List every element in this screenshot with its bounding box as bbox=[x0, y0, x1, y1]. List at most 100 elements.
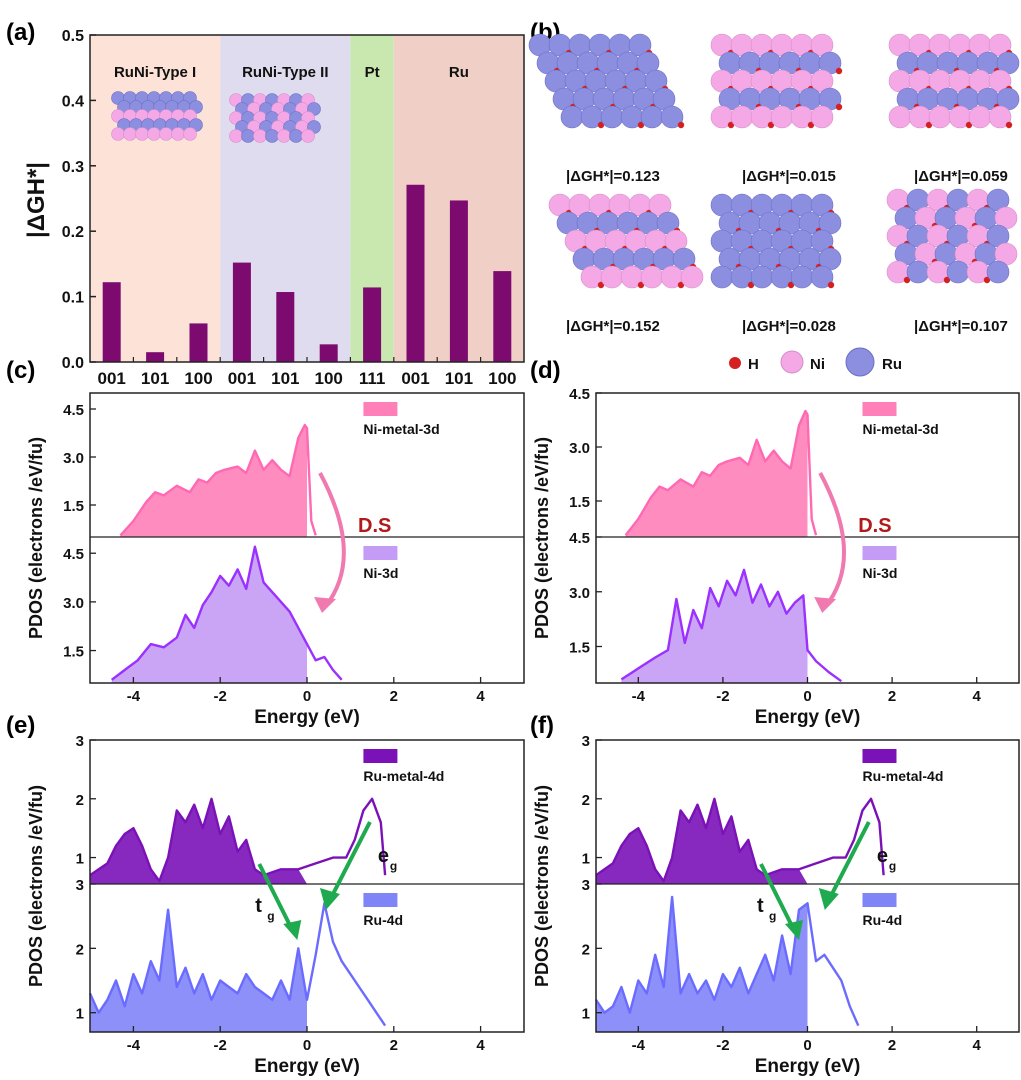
bottom-line bbox=[620, 568, 843, 683]
x-tick-label: 4 bbox=[973, 1037, 982, 1054]
x-tick-label: -4 bbox=[127, 1037, 141, 1054]
group-label: Pt bbox=[365, 64, 380, 81]
y-tick-label: 4.5 bbox=[63, 402, 84, 419]
adsorption-energy-label: |ΔGH*|=0.123 bbox=[566, 168, 660, 185]
transfer-arrow bbox=[318, 472, 346, 609]
ru-atom bbox=[660, 105, 684, 129]
legend-label: Ni-metal-3d bbox=[363, 421, 439, 437]
bar bbox=[146, 352, 165, 362]
ni-atom bbox=[159, 127, 173, 141]
tg-label: t bbox=[757, 895, 764, 917]
tg-arrow bbox=[257, 863, 296, 933]
top-subplot: 1 2 3 bbox=[582, 733, 885, 884]
x-axis-label: Energy (eV) bbox=[254, 707, 360, 728]
surface-slab bbox=[710, 33, 843, 129]
bottom-subplot: 1 2 3 bbox=[76, 877, 387, 1032]
x-axis-label: Energy (eV) bbox=[755, 707, 861, 728]
ru-atom bbox=[241, 129, 255, 143]
y-tick-label: 1.5 bbox=[569, 494, 590, 511]
x-tick-label: 2 bbox=[390, 688, 398, 705]
x-axis-label: Energy (eV) bbox=[254, 1056, 360, 1077]
h-atom bbox=[943, 276, 951, 284]
top-line bbox=[624, 409, 818, 536]
legend-label: Ru-metal-4d bbox=[363, 768, 444, 784]
y-tick-label: 1 bbox=[76, 1006, 84, 1023]
ru-atom bbox=[289, 129, 303, 143]
h-atom bbox=[807, 121, 815, 129]
y-tick-label: 3.0 bbox=[63, 595, 84, 612]
eg-label: e bbox=[877, 845, 888, 867]
ni-atom bbox=[888, 105, 912, 129]
eg-arrow bbox=[328, 821, 372, 901]
y-tick-label: 3 bbox=[76, 733, 84, 750]
ni-atom bbox=[183, 127, 197, 141]
ni-atom-legend-icon bbox=[780, 350, 804, 374]
legend-swatch bbox=[363, 402, 398, 416]
y-tick-label: 4.5 bbox=[569, 530, 590, 547]
y-tick-label: 0.3 bbox=[62, 159, 84, 176]
panel-letter: (e) bbox=[6, 712, 35, 739]
x-tick-label: -2 bbox=[716, 1037, 729, 1054]
y-tick-label: 2 bbox=[582, 941, 590, 958]
h-atom bbox=[827, 281, 835, 289]
x-tick-label: 101 bbox=[271, 369, 299, 388]
panel-letter: (a) bbox=[6, 19, 35, 46]
legend-swatch bbox=[862, 402, 897, 416]
h-atom bbox=[983, 276, 991, 284]
bottom-subplot: 1 2 3 bbox=[582, 877, 860, 1032]
ru-atom bbox=[640, 105, 664, 129]
x-tick-label: 001 bbox=[401, 369, 429, 388]
ru-atom bbox=[750, 265, 774, 289]
arrow-head bbox=[319, 888, 340, 910]
slab-structure bbox=[111, 91, 203, 141]
ni-atom bbox=[928, 105, 952, 129]
arrow-head bbox=[818, 888, 839, 910]
bar bbox=[276, 292, 295, 362]
h-atom bbox=[925, 121, 933, 129]
x-tick-label: 0 bbox=[303, 1037, 311, 1054]
ni-atom bbox=[123, 127, 137, 141]
group-label: Ru bbox=[449, 64, 469, 81]
bottom-line bbox=[88, 902, 387, 1027]
x-tick-label: 0 bbox=[803, 1037, 811, 1054]
arrow-head bbox=[283, 920, 302, 940]
bottom-fill bbox=[90, 909, 307, 1032]
y-tick-label: 0.1 bbox=[62, 290, 84, 307]
panel-letter: (d) bbox=[530, 357, 561, 384]
bar bbox=[102, 282, 121, 362]
ni-atom bbox=[600, 265, 624, 289]
top-line bbox=[89, 797, 387, 883]
eg-arrow bbox=[827, 821, 871, 901]
bottom-line bbox=[110, 545, 343, 681]
legend-label: Ni-3d bbox=[363, 565, 398, 581]
tg-label: t bbox=[255, 895, 262, 917]
y-tick-label: 0.4 bbox=[62, 93, 84, 110]
x-tick-label: -2 bbox=[214, 688, 227, 705]
x-axis-label: Energy (eV) bbox=[755, 1056, 861, 1077]
top-fill bbox=[120, 425, 308, 537]
surface-slab bbox=[528, 33, 685, 129]
eg-label: e bbox=[378, 845, 389, 867]
legend-label: Ni-3d bbox=[862, 565, 897, 581]
x-tick-label: 4 bbox=[973, 688, 982, 705]
h-atom bbox=[835, 67, 843, 75]
ni-atom bbox=[968, 105, 992, 129]
ni-atom bbox=[730, 105, 754, 129]
top-subplot: 1.5 3.0 4.5 bbox=[63, 402, 317, 537]
group-label: RuNi-Type II bbox=[242, 64, 328, 81]
legend-label: Ru bbox=[882, 356, 902, 373]
bar bbox=[493, 271, 512, 362]
legend-swatch bbox=[862, 893, 897, 907]
ni-atom bbox=[277, 129, 291, 143]
legend-label: Ru-metal-4d bbox=[862, 768, 943, 784]
slab-structure bbox=[229, 93, 321, 143]
panel-a-bar-chart: RuNi-Type I RuNi-Type II Pt Ru 001 101 100 001 1… bbox=[23, 28, 525, 388]
x-tick-label: -2 bbox=[716, 688, 729, 705]
pdos-panel: 1.5 3.0 4.5 1.5 3.0 4.5 -4 -2 0 2 4 Energy (eV) PDOS… bbox=[532, 386, 1020, 728]
bar bbox=[232, 262, 251, 362]
panel-letter: (f) bbox=[530, 712, 554, 739]
legend-label: H bbox=[748, 356, 759, 373]
tg-subscript: g bbox=[769, 909, 776, 923]
ru-atom bbox=[986, 260, 1010, 284]
ni-atom bbox=[988, 105, 1012, 129]
